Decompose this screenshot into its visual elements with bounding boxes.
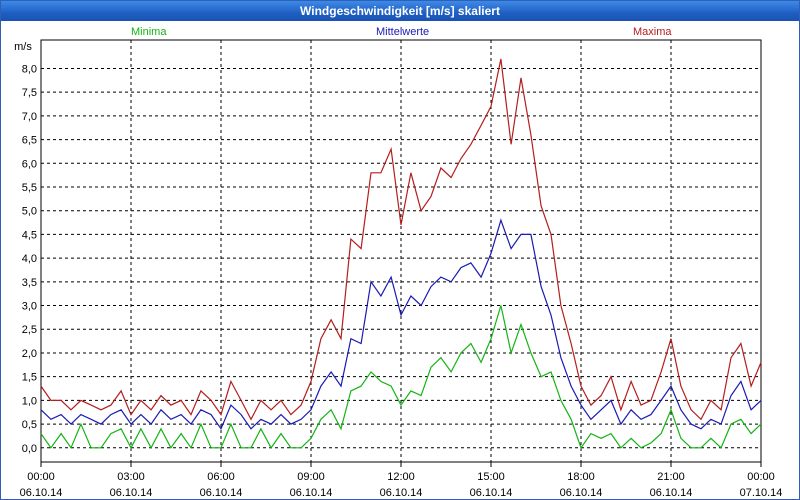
legend-mittelwerte: Mittelwerte [376, 26, 430, 38]
x-tick-time: 15:00 [477, 471, 505, 483]
series-line-maxima [40, 58, 762, 421]
x-tick-time: 21:00 [657, 471, 685, 483]
y-tick-label: 2,0 [22, 348, 37, 360]
y-tick-label: 7,0 [22, 111, 37, 123]
x-tick-time: 00:00 [747, 471, 775, 483]
series-line-mittelwerte [40, 218, 762, 431]
y-tick-label: 5,0 [22, 206, 37, 218]
y-tick-label: 3,5 [22, 277, 37, 289]
x-tick-date: 06.10.14 [200, 487, 243, 499]
x-tick-time: 06:00 [207, 471, 235, 483]
y-tick-label: 6,5 [22, 135, 37, 147]
window-title: Windgeschwindigkeit [m/s] skaliert [1, 1, 799, 21]
y-tick-label: 8,0 [22, 63, 37, 75]
x-tick-time: 03:00 [117, 471, 145, 483]
x-tick-date: 06.10.14 [20, 487, 63, 499]
x-tick-date: 06.10.14 [110, 487, 153, 499]
y-tick-label: 6,0 [22, 158, 37, 170]
y-tick-label: 1,0 [22, 395, 37, 407]
legend-maxima: Maxima [633, 26, 672, 38]
plot-frame [40, 39, 762, 463]
y-tick-label: 3,0 [22, 301, 37, 313]
y-axis-label: m/s [14, 41, 32, 53]
y-tick-label: 7,5 [22, 87, 37, 99]
series-line-minima [40, 305, 762, 450]
x-tick-date: 06.10.14 [560, 487, 603, 499]
x-tick-time: 00:00 [27, 471, 55, 483]
legend-minima: Minima [131, 26, 167, 38]
y-tick-label: 4,0 [22, 253, 37, 265]
x-tick-date: 06.10.14 [470, 487, 513, 499]
x-tick-date: 06.10.14 [650, 487, 693, 499]
y-tick-label: 0,0 [22, 443, 37, 455]
x-tick-date: 07.10.14 [740, 487, 783, 499]
x-tick-date: 06.10.14 [290, 487, 333, 499]
x-tick-time: 12:00 [387, 471, 415, 483]
y-tick-label: 1,5 [22, 372, 37, 384]
x-tick-date: 06.10.14 [380, 487, 423, 499]
x-tick-time: 09:00 [297, 471, 325, 483]
x-tick-time: 18:00 [567, 471, 595, 483]
y-tick-label: 4,5 [22, 229, 37, 241]
y-tick-label: 2,5 [22, 324, 37, 336]
y-tick-label: 5,5 [22, 182, 37, 194]
y-tick-label: 0,5 [22, 419, 37, 431]
